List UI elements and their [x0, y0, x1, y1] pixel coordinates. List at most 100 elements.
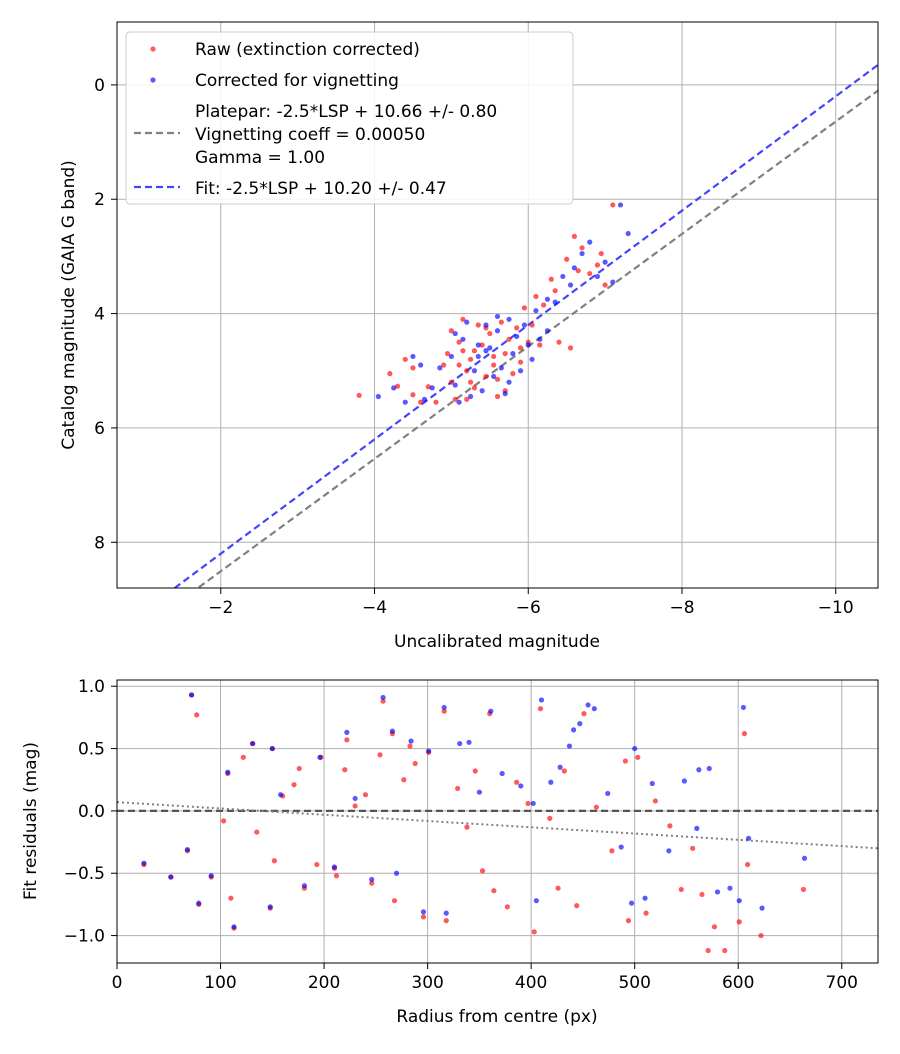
bottom-x-axis-label: Radius from centre (px): [396, 1007, 597, 1027]
top-point-series-1: [537, 336, 543, 342]
bottom-point-series-1: [443, 910, 449, 916]
top-point-series-1: [475, 353, 481, 360]
top-point-series-0: [356, 392, 362, 398]
bottom-x-tick-label: 500: [618, 973, 650, 993]
legend-box: [125, 31, 574, 205]
bottom-x-tick-label: 400: [515, 973, 547, 993]
top-x-tick-label: −10: [818, 598, 854, 618]
bottom-point-series-1: [577, 721, 583, 727]
top-point-series-1: [617, 202, 624, 208]
bottom-point-series-1: [301, 883, 308, 889]
top-point-series-1: [391, 385, 397, 391]
bottom-y-axis-label: Fit residuals (mag): [21, 742, 41, 900]
bottom-point-series-0: [736, 919, 742, 925]
bottom-point-series-1: [585, 702, 591, 708]
bottom-point-series-0: [369, 880, 375, 886]
bottom-point-series-1: [225, 769, 231, 775]
bottom-point-series-1: [408, 738, 414, 744]
top-point-series-0: [602, 282, 608, 288]
bottom-point-series-0: [643, 910, 649, 916]
bottom-point-series-0: [609, 848, 615, 854]
top-point-series-1: [491, 373, 497, 380]
top-point-series-1: [456, 399, 462, 405]
bottom-point-series-0: [699, 891, 705, 898]
top-point-series-1: [421, 396, 428, 402]
bottom-point-series-1: [571, 727, 577, 733]
bottom-point-series-1: [548, 779, 554, 785]
bottom-point-series-1: [605, 790, 611, 797]
top-point-series-0: [571, 233, 577, 239]
top-point-series-0: [491, 353, 497, 360]
bottom-point-series-0: [758, 932, 764, 939]
top-point-series-0: [448, 379, 454, 385]
bottom-point-series-0: [547, 815, 553, 821]
top-point-series-1: [544, 296, 551, 302]
bottom-ticks: 0 100 200 300 400 500 600 700 −1.0 −0.5 0.0 0.5 1.0: [64, 677, 858, 993]
top-point-series-1: [494, 313, 501, 320]
top-point-series-1: [506, 379, 512, 385]
bottom-point-series-0: [391, 898, 398, 904]
bottom-point-series-0: [491, 888, 497, 894]
bottom-point-series-0: [401, 777, 407, 783]
top-line-2: [195, 89, 878, 588]
top-ticks: −2 −4 −6 −8 −10 0 2 4 6 8: [94, 76, 853, 618]
bottom-point-series-1: [740, 704, 747, 711]
bottom-point-series-0: [744, 861, 751, 868]
top-point-series-1: [475, 342, 481, 348]
top-point-series-0: [567, 345, 574, 351]
top-point-series-0: [479, 342, 485, 348]
top-point-series-1: [460, 336, 466, 342]
bottom-point-series-1: [694, 825, 700, 831]
top-point-series-1: [610, 279, 616, 285]
bottom-point-series-1: [632, 745, 638, 752]
top-point-series-0: [441, 362, 447, 368]
bottom-point-series-0: [690, 845, 696, 851]
top-point-series-0: [506, 336, 512, 342]
top-point-series-1: [625, 230, 631, 237]
bottom-point-series-0: [407, 743, 413, 749]
bottom-point-series-1: [681, 778, 687, 784]
bottom-point-series-0: [194, 712, 200, 718]
bottom-x-tick-label: 300: [411, 973, 443, 993]
bottom-grid: [116, 680, 878, 963]
top-point-series-1: [571, 265, 577, 271]
bottom-point-series-0: [593, 804, 599, 810]
legend-gamma-label: Gamma = 1.00: [195, 148, 325, 168]
bottom-point-series-1: [380, 694, 386, 701]
top-point-series-1: [429, 385, 435, 391]
bottom-point-series-1: [476, 789, 482, 795]
bottom-point-series-1: [317, 754, 323, 760]
top-point-series-1: [452, 330, 458, 337]
bottom-point-series-0: [441, 708, 447, 714]
top-point-series-1: [448, 353, 454, 360]
bottom-point-series-0: [705, 947, 711, 954]
top-point-series-1: [521, 322, 528, 328]
top-points: [356, 202, 631, 405]
top-point-series-0: [456, 362, 462, 368]
bottom-point-series-0: [800, 886, 807, 893]
bottom-point-series-0: [344, 737, 350, 743]
bottom-point-series-1: [168, 874, 174, 880]
top-point-series-0: [517, 345, 524, 351]
top-point-series-0: [556, 339, 562, 345]
bottom-y-tick-label: −1.0: [64, 927, 105, 947]
bottom-point-series-0: [531, 929, 537, 935]
top-point-series-1: [517, 368, 524, 374]
top-y-tick-label: 0: [94, 76, 105, 96]
bottom-point-series-0: [362, 792, 369, 798]
bottom-point-series-1: [727, 885, 733, 891]
bottom-point-series-1: [759, 905, 765, 911]
top-point-series-0: [548, 276, 554, 282]
bottom-point-series-1: [141, 860, 147, 866]
bottom-point-series-0: [420, 914, 427, 920]
bottom-point-series-0: [472, 768, 478, 774]
top-point-series-0: [402, 356, 408, 362]
bottom-point-series-0: [254, 829, 260, 835]
bottom-point-series-1: [533, 898, 539, 904]
top-point-series-1: [560, 273, 566, 280]
top-point-series-0: [541, 302, 547, 308]
top-point-series-1: [544, 328, 551, 334]
bottom-plot-frame: [116, 679, 879, 964]
top-point-series-0: [467, 356, 474, 362]
